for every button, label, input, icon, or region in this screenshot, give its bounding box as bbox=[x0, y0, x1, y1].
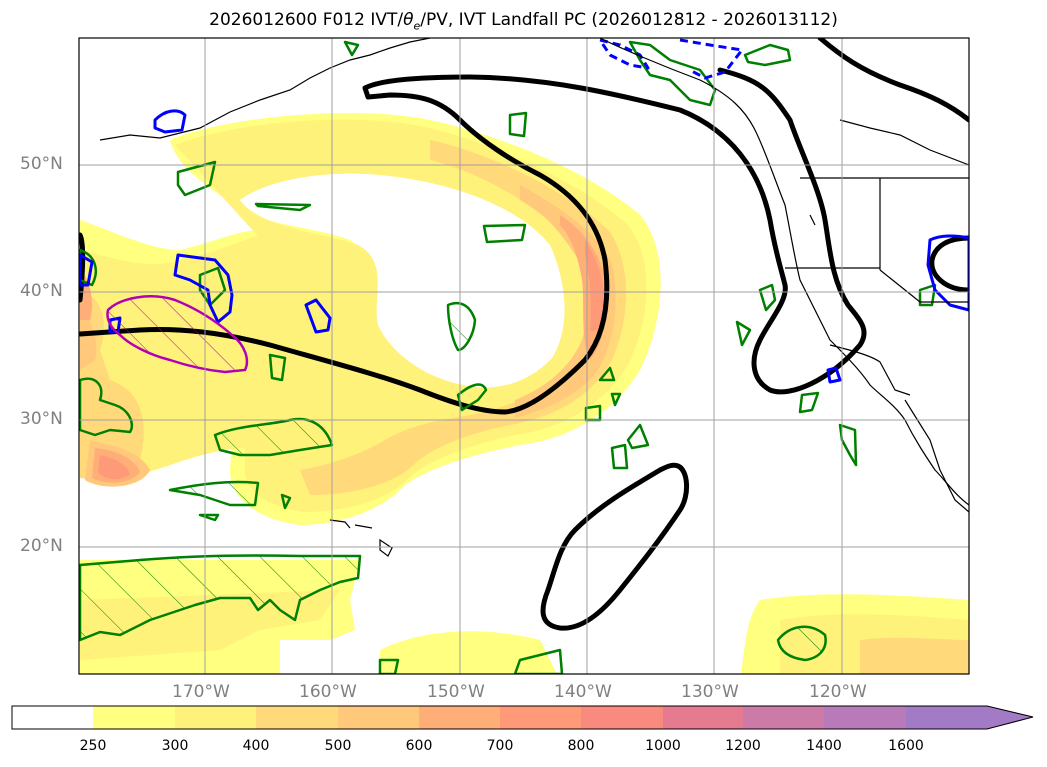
pv-magenta-contour bbox=[106, 295, 249, 374]
colorbar-tick: 1600 bbox=[888, 738, 924, 754]
theta-e-contours bbox=[79, 40, 937, 674]
plot-area bbox=[79, 38, 969, 674]
colorbar-segment bbox=[12, 706, 93, 729]
colorbar-tick: 400 bbox=[242, 738, 270, 754]
lon-label-150w: 150°W bbox=[427, 682, 485, 702]
colorbar-segment bbox=[419, 706, 500, 729]
contour-east-edge bbox=[929, 235, 969, 293]
colorbar-segment bbox=[906, 706, 1033, 729]
pv-contours bbox=[79, 38, 969, 384]
map-frame bbox=[78, 37, 970, 675]
colorbar-segment bbox=[500, 706, 581, 729]
lon-label-140w: 140°W bbox=[554, 682, 612, 702]
colorbar-segment bbox=[175, 706, 256, 729]
lon-label-130w: 130°W bbox=[681, 682, 739, 702]
contour-south-loop bbox=[540, 462, 689, 631]
lon-label-120w: 120°W bbox=[809, 682, 867, 702]
colorbar-tick: 700 bbox=[486, 738, 514, 754]
colorbar-segment bbox=[93, 706, 175, 729]
colorbar-tick: 500 bbox=[324, 738, 352, 754]
coastlines bbox=[99, 38, 969, 557]
lat-label-40n: 40°N bbox=[20, 281, 63, 301]
lon-label-170w: 170°W bbox=[172, 682, 230, 702]
ivt-band-500 bbox=[80, 185, 616, 487]
colorbar-tick: 1400 bbox=[806, 738, 842, 754]
contour-main-arc bbox=[79, 67, 867, 415]
lat-label-30n: 30°N bbox=[20, 409, 63, 429]
colorbar-segment bbox=[338, 706, 419, 729]
gridlines bbox=[79, 38, 969, 674]
colorbar-segment bbox=[743, 706, 824, 729]
colorbar-segment bbox=[256, 706, 338, 729]
colorbar-tick: 600 bbox=[405, 738, 433, 754]
colorbar-segment bbox=[663, 706, 743, 729]
lon-label-160w: 160°W bbox=[299, 682, 357, 702]
ivt-landfall-contours bbox=[79, 38, 969, 631]
colorbar-segment bbox=[824, 706, 906, 729]
colorbar bbox=[11, 705, 1034, 730]
contour-west-edge bbox=[79, 232, 86, 303]
colorbar-tick: 1200 bbox=[725, 738, 761, 754]
colorbar-tick: 1000 bbox=[645, 738, 681, 754]
colorbar-tick: 250 bbox=[79, 738, 107, 754]
contour-north-east bbox=[817, 38, 969, 123]
colorbar-tick: 300 bbox=[161, 738, 189, 754]
colorbar-segment bbox=[581, 706, 663, 729]
colorbar-tick: 800 bbox=[567, 738, 595, 754]
lat-label-20n: 20°N bbox=[20, 536, 63, 556]
lat-label-50n: 50°N bbox=[20, 154, 63, 174]
map-title: 2026012600 F012 IVT/θe/PV, IVT Landfall … bbox=[209, 10, 838, 33]
